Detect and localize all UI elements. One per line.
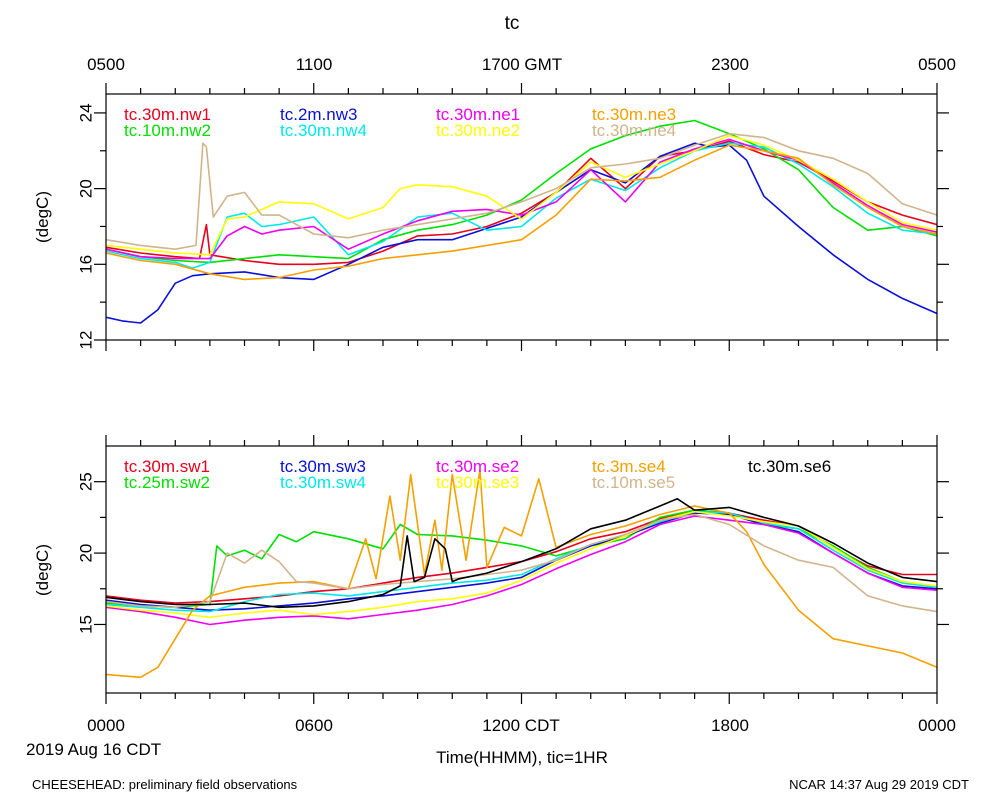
legend-entry-tc.25m.sw2: tc.25m.sw2 bbox=[124, 473, 210, 492]
series-line-tc.30m.sw4 bbox=[106, 510, 937, 613]
series-line-tc.30m.ne4 bbox=[106, 132, 937, 250]
series-line-tc.10m.nw2 bbox=[106, 119, 937, 264]
x-axis-label: Time(HHMM), tic=1HR bbox=[436, 748, 608, 767]
plot-frame bbox=[105, 93, 938, 341]
legend-entry-tc.30m.se3: tc.30m.se3 bbox=[436, 473, 519, 492]
footer-left-note: CHEESEHEAD: preliminary field observatio… bbox=[32, 777, 298, 792]
series-line-tc.30m.ne1 bbox=[106, 138, 937, 260]
y-tick-label: 24 bbox=[76, 103, 95, 122]
legend-entry-tc.30m.ne1: tc.30m.ne1 bbox=[436, 105, 520, 124]
legend-entry-tc.2m.nw3: tc.2m.nw3 bbox=[280, 105, 357, 124]
legend-entry-tc.10m.se5: tc.10m.se5 bbox=[592, 473, 675, 492]
legend-entry-tc.30m.sw4: tc.30m.sw4 bbox=[280, 473, 366, 492]
footer-right-note: NCAR 14:37 Aug 29 2019 CDT bbox=[789, 777, 969, 792]
y-tick-label: 25 bbox=[76, 472, 95, 491]
legend-entry-tc.30m.se6: tc.30m.se6 bbox=[748, 457, 831, 476]
y-tick-label: 20 bbox=[76, 544, 95, 563]
top-axis-tick-label: 0500 bbox=[87, 55, 125, 74]
top-axis-tick-label: 2300 bbox=[711, 55, 749, 74]
legend-entry-tc.30m.sw1: tc.30m.sw1 bbox=[124, 457, 210, 476]
legend-entry-tc.30m.se2: tc.30m.se2 bbox=[436, 457, 519, 476]
series-group bbox=[106, 119, 937, 324]
bottom-axis-tick-label: 1800 bbox=[711, 716, 749, 735]
date-label: 2019 Aug 16 CDT bbox=[26, 740, 161, 759]
series-line-tc.30m.ne3 bbox=[106, 144, 937, 281]
legend-entry-tc.10m.nw2: tc.10m.nw2 bbox=[124, 121, 211, 140]
bottom-axis-tick-label: 1200 CDT bbox=[482, 716, 559, 735]
chart-title: tc bbox=[505, 13, 520, 34]
series-line-tc.30m.nw4 bbox=[106, 142, 937, 269]
legend-entry-tc.30m.nw4: tc.30m.nw4 bbox=[280, 121, 367, 140]
y-axis-label: (degC) bbox=[33, 191, 52, 243]
series-line-tc.3m.se4 bbox=[106, 469, 937, 679]
series-line-tc.30m.se2 bbox=[106, 515, 937, 626]
top-axis-tick-label: 1100 bbox=[296, 55, 333, 74]
y-tick-label: 16 bbox=[76, 255, 95, 274]
series-line-tc.25m.sw2 bbox=[106, 509, 937, 609]
series-line-tc.30m.sw1 bbox=[106, 509, 937, 604]
bottom-axis-tick-label: 0000 bbox=[918, 716, 956, 735]
series-line-tc.30m.nw1 bbox=[106, 140, 937, 266]
legend-entry-tc.30m.sw3: tc.30m.sw3 bbox=[280, 457, 366, 476]
y-tick-label: 15 bbox=[76, 615, 95, 634]
legend-entry-tc.30m.ne2: tc.30m.ne2 bbox=[436, 121, 520, 140]
bottom-axis-tick-label: 0600 bbox=[295, 716, 333, 735]
top-axis-tick-label: 0500 bbox=[918, 55, 956, 74]
legend-entry-tc.3m.se4: tc.3m.se4 bbox=[592, 457, 666, 476]
y-tick-label: 12 bbox=[76, 331, 95, 350]
legend-entry-tc.30m.ne3: tc.30m.ne3 bbox=[592, 105, 676, 124]
series-line-tc.30m.sw3 bbox=[106, 512, 937, 611]
top-axis-tick-label: 1700 GMT bbox=[482, 55, 562, 74]
bottom-axis-tick-label: 0000 bbox=[87, 716, 125, 735]
y-axis-label: (degC) bbox=[33, 544, 52, 596]
legend-entry-tc.30m.ne4: tc.30m.ne4 bbox=[592, 121, 676, 140]
series-line-tc.2m.nw3 bbox=[106, 142, 937, 324]
series-group bbox=[106, 469, 937, 679]
plot-frame bbox=[105, 445, 938, 694]
series-line-tc.30m.se3 bbox=[106, 510, 937, 619]
y-tick-label: 20 bbox=[76, 179, 95, 198]
legend-entry-tc.30m.nw1: tc.30m.nw1 bbox=[124, 105, 211, 124]
series-line-tc.30m.se6 bbox=[106, 498, 937, 609]
series-line-tc.10m.se5 bbox=[106, 513, 937, 613]
